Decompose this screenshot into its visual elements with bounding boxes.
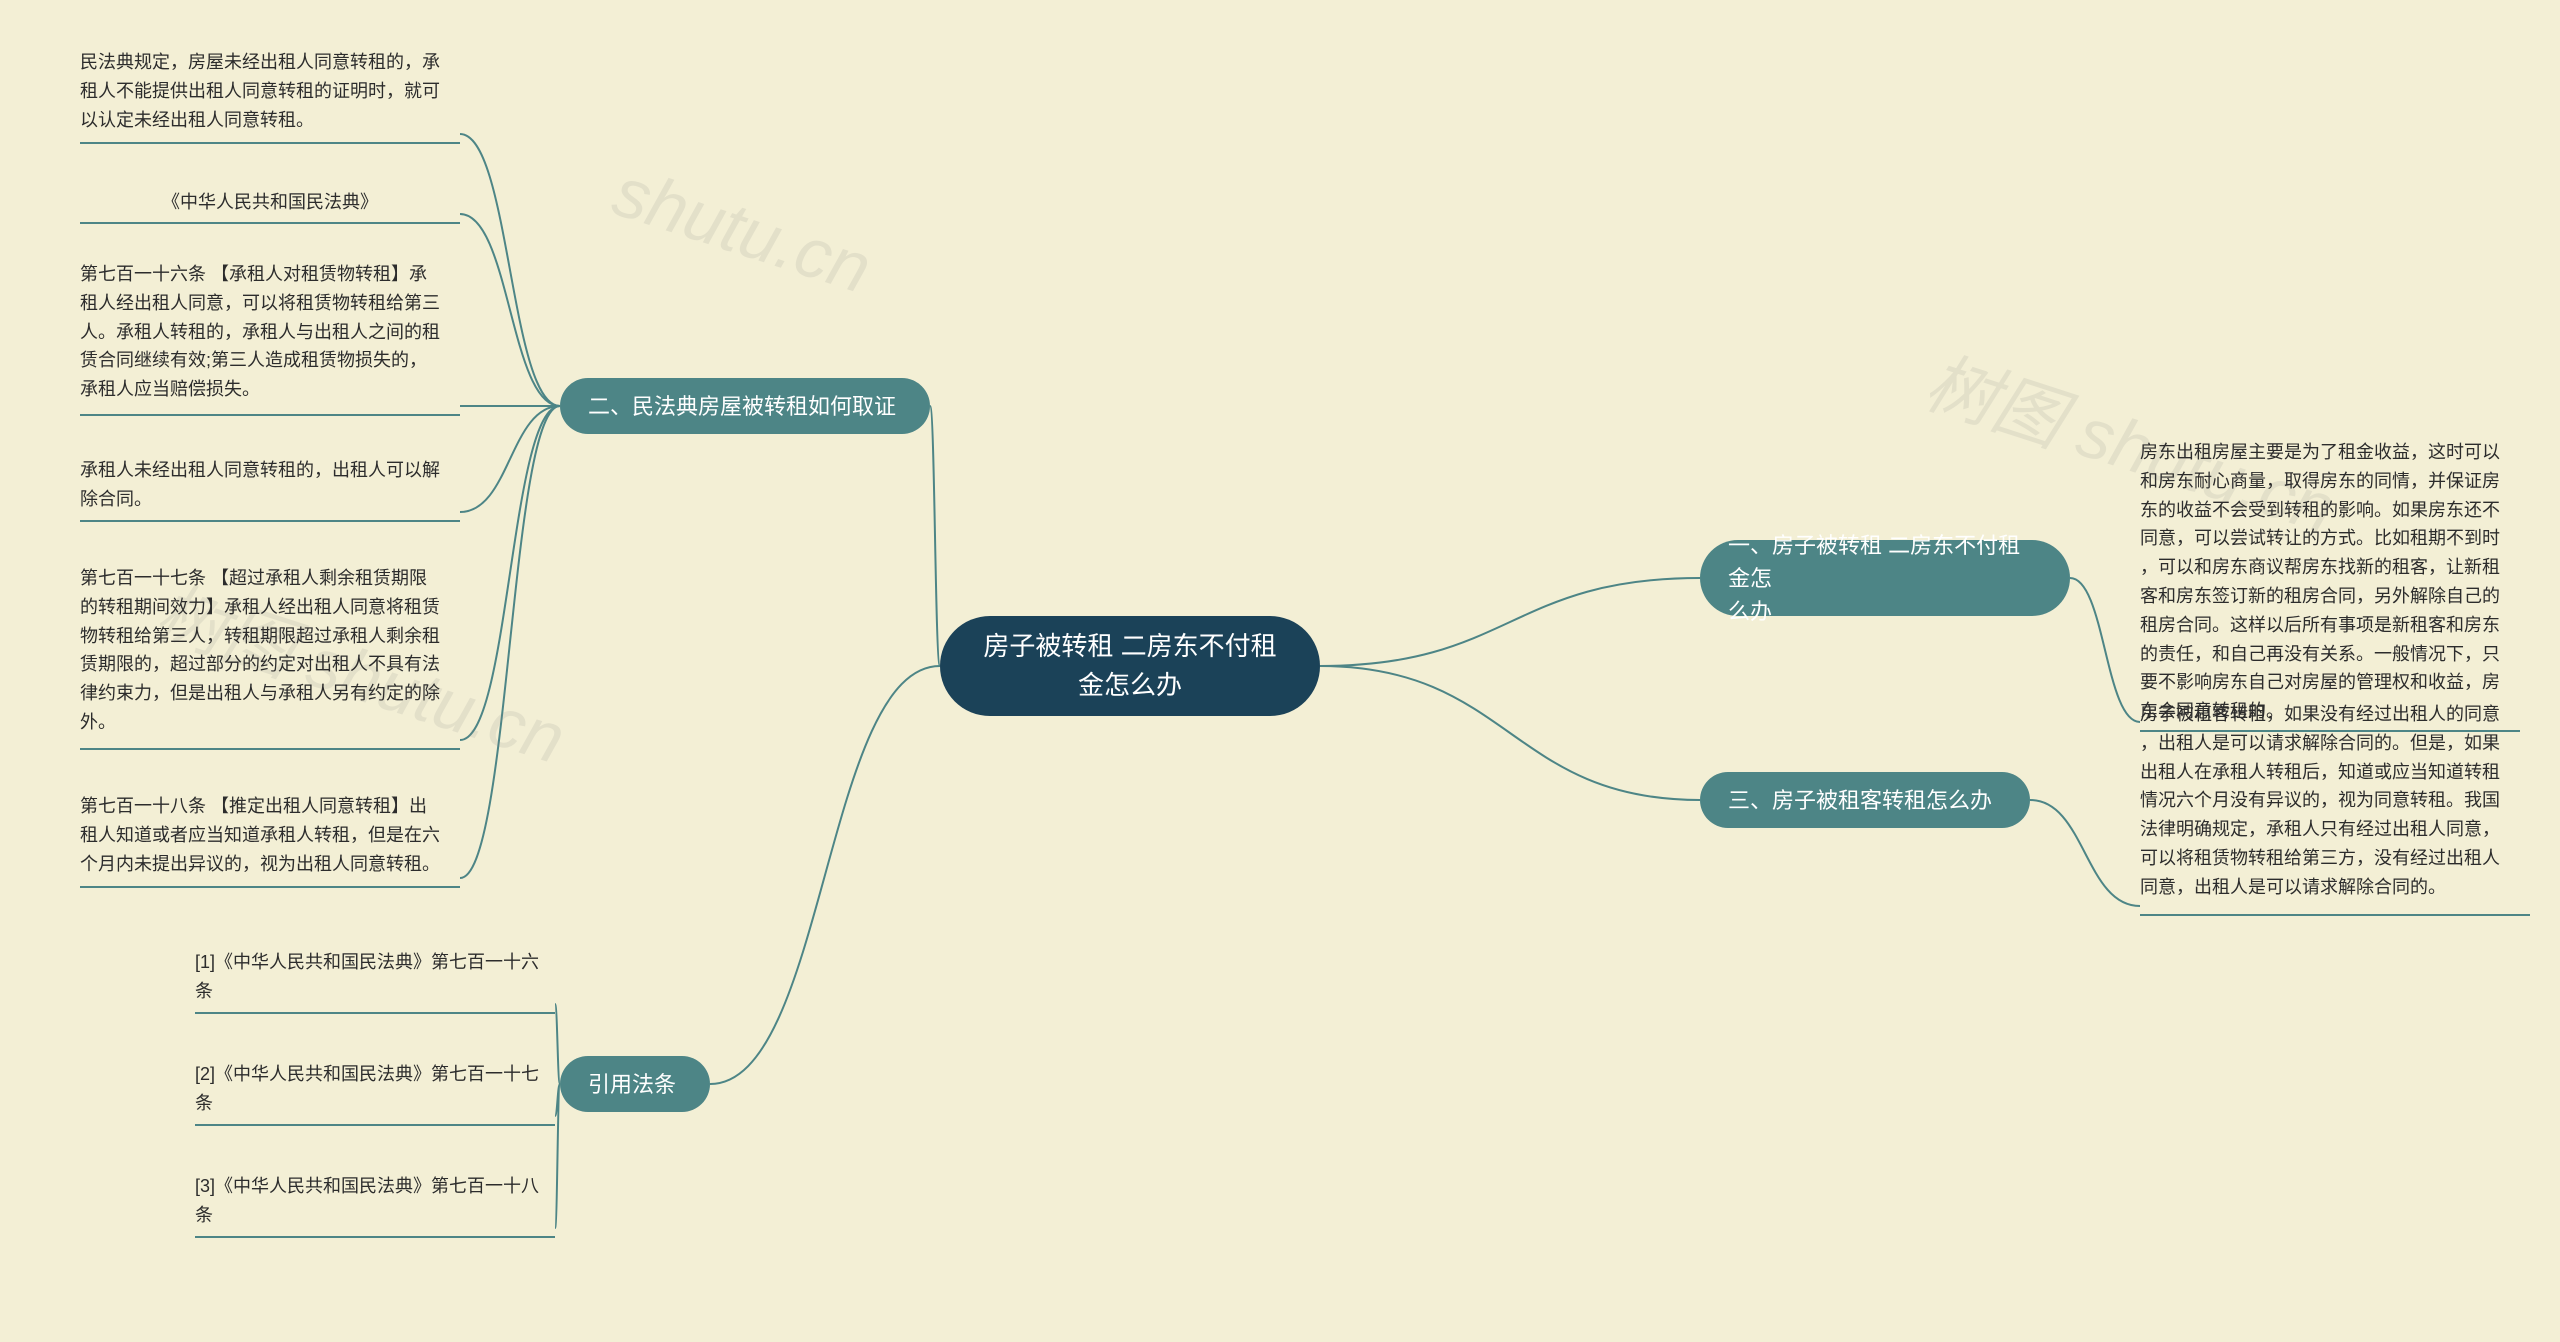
mindmap-canvas: 树图 shutu.cnshutu.cn树图 shutu.cn房子被转租 二房东不… bbox=[0, 0, 2560, 1342]
leaf-b2_l5: 第七百一十七条 【超过承租人剩余租赁期限 的转租期间效力】承租人经出租人同意将租… bbox=[80, 564, 460, 744]
watermark-1: shutu.cn bbox=[604, 151, 880, 309]
leaf-b2_l1: 民法典规定，房屋未经出租人同意转租的，承 租人不能提供出租人同意转租的证明时，就… bbox=[80, 48, 460, 138]
branch-b1: 一、房子被转租 二房东不付租金怎 么办 bbox=[1700, 540, 2070, 616]
leaf-b4_l3: [3]《中华人民共和国民法典》第七百一十八 条 bbox=[195, 1172, 555, 1232]
branch-b4: 引用法条 bbox=[560, 1056, 710, 1112]
leaf-b4_l2: [2]《中华人民共和国民法典》第七百一十七 条 bbox=[195, 1060, 555, 1120]
leaf-b2_l3: 第七百一十六条 【承租人对租赁物转租】承 租人经出租人同意，可以将租赁物转租给第… bbox=[80, 260, 460, 410]
leaf-b1_l1: 房东出租房屋主要是为了租金收益，这时可以 和房东耐心商量，取得房东的同情，并保证… bbox=[2140, 438, 2520, 726]
branch-b2: 二、民法典房屋被转租如何取证 bbox=[560, 378, 930, 434]
leaf-b2_l6: 第七百一十八条 【推定出租人同意转租】出 租人知道或者应当知道承租人转租，但是在… bbox=[80, 792, 460, 882]
leaf-b2_l2: 《中华人民共和国民法典》 bbox=[80, 188, 460, 218]
branch-b3: 三、房子被租客转租怎么办 bbox=[1700, 772, 2030, 828]
leaf-b3_l1: 房子被租客转租，如果没有经过出租人的同意 ，出租人是可以请求解除合同的。但是，如… bbox=[2140, 700, 2530, 910]
leaf-b4_l1: [1]《中华人民共和国民法典》第七百一十六 条 bbox=[195, 948, 555, 1008]
root-node: 房子被转租 二房东不付租 金怎么办 bbox=[940, 616, 1320, 716]
leaf-b2_l4: 承租人未经出租人同意转租的，出租人可以解 除合同。 bbox=[80, 456, 460, 516]
